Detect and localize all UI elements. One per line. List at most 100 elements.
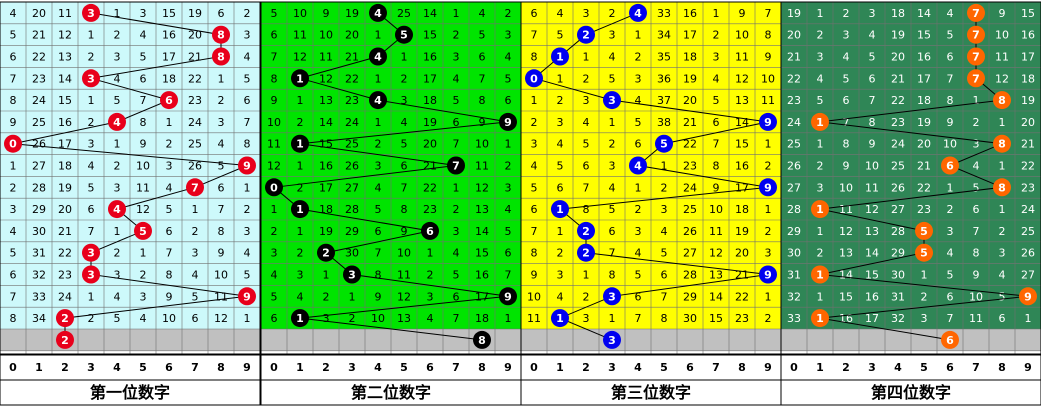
- cell-value: 19: [683, 72, 697, 85]
- cell-value: 3: [140, 290, 147, 303]
- cell-value: 6: [192, 312, 199, 325]
- cell-value: 3: [244, 225, 251, 238]
- digit-label: 3: [348, 361, 356, 374]
- cell-value: 21: [787, 51, 801, 64]
- cell-value: 18: [891, 7, 905, 20]
- cell-value: 1: [557, 72, 564, 85]
- draw-ball: [967, 3, 985, 22]
- cell-value: 20: [1021, 116, 1035, 129]
- cell-value: 8: [947, 94, 954, 107]
- cell-value: 3: [765, 247, 772, 260]
- cell-value: 19: [188, 7, 202, 20]
- cell-value: 8: [531, 51, 538, 64]
- cell-value: 5: [557, 29, 564, 42]
- cell-value: 4: [192, 269, 199, 282]
- cell-value: 3: [713, 51, 720, 64]
- cell-value: 2: [244, 203, 251, 216]
- cell-value: 16: [423, 51, 437, 64]
- cell-value: 20: [787, 29, 801, 42]
- digit-row-bg: [0, 354, 261, 381]
- cell-value: 3: [609, 29, 616, 42]
- cell-value: 6: [453, 116, 460, 129]
- cell-value: 23: [891, 116, 905, 129]
- cell-value: 12: [709, 247, 723, 260]
- cell-value: 2: [88, 312, 95, 325]
- draw-ball-label: 2: [582, 247, 590, 260]
- cell-value: 8: [10, 94, 17, 107]
- cell-value: 2: [843, 7, 850, 20]
- cell-value: 5: [114, 94, 121, 107]
- cell-value: 4: [453, 72, 460, 85]
- draw-ball-label: 1: [296, 312, 304, 325]
- cell-value: 25: [683, 203, 697, 216]
- draw-ball: [551, 200, 569, 219]
- draw-ball-label: 9: [504, 116, 512, 129]
- cell-value: 2: [505, 7, 512, 20]
- cell-value: 29: [32, 203, 46, 216]
- cell-value: 36: [657, 72, 671, 85]
- cell-value: 4: [557, 7, 564, 20]
- cell-value: 7: [218, 203, 225, 216]
- cell-value: 2: [453, 203, 460, 216]
- cell-value: 3: [453, 51, 460, 64]
- trend-line: [12, 12, 248, 340]
- draw-ball: [941, 330, 959, 349]
- cell-value: 1: [218, 72, 225, 85]
- cell-value: 9: [713, 181, 720, 194]
- cell-value: 8: [271, 72, 278, 85]
- cell-value: 25: [1021, 225, 1035, 238]
- draw-ball-label: 1: [556, 51, 564, 64]
- draw-ball: [212, 47, 230, 66]
- cell-value: 23: [1021, 181, 1035, 194]
- draw-ball: [811, 112, 829, 131]
- cell-value: 2: [817, 29, 824, 42]
- section-title: 第四位数字: [871, 383, 951, 402]
- draw-ball-label: 9: [764, 116, 772, 129]
- cell-value: 22: [735, 290, 749, 303]
- cell-value: 1: [531, 94, 538, 107]
- cell-value: 4: [166, 181, 173, 194]
- cell-value: 12: [397, 290, 411, 303]
- cell-value: 15: [839, 290, 853, 303]
- cell-value: 1: [114, 7, 121, 20]
- cell-value: 6: [583, 160, 590, 173]
- cell-value: 1: [817, 290, 824, 303]
- cell-value: 23: [917, 203, 931, 216]
- cell-value: 6: [505, 94, 512, 107]
- cell-value: 3: [453, 225, 460, 238]
- cell-value: 1: [817, 225, 824, 238]
- cell-value: 17: [683, 29, 697, 42]
- cell-value: 4: [583, 116, 590, 129]
- cell-value: 3: [140, 7, 147, 20]
- draw-ball: [212, 25, 230, 44]
- cell-value: 6: [843, 94, 850, 107]
- cell-value: 2: [921, 290, 928, 303]
- cell-value: 4: [10, 225, 17, 238]
- cell-value: 15: [162, 7, 176, 20]
- cell-value: 8: [166, 269, 173, 282]
- cell-value: 5: [401, 138, 408, 151]
- cell-value: 11: [735, 51, 749, 64]
- cell-value: 30: [32, 225, 46, 238]
- cell-value: 9: [531, 269, 538, 282]
- cell-value: 8: [583, 203, 590, 216]
- cell-value: 6: [453, 290, 460, 303]
- cell-value: 7: [375, 247, 382, 260]
- cell-value: 3: [244, 29, 251, 42]
- cell-value: 2: [817, 160, 824, 173]
- draw-ball: [56, 309, 74, 328]
- cell-value: 4: [10, 7, 17, 20]
- cell-value: 19: [58, 181, 72, 194]
- cell-value: 12: [995, 72, 1009, 85]
- cell-value: 4: [635, 247, 642, 260]
- digit-label: 9: [504, 361, 512, 374]
- draw-ball-label: 0: [270, 181, 278, 194]
- cell-value: 4: [114, 290, 121, 303]
- draw-ball-label: 7: [191, 181, 199, 194]
- draw-ball: [759, 178, 777, 197]
- draw-ball: [82, 265, 100, 284]
- cell-value: 9: [739, 7, 746, 20]
- digit-label: 8: [478, 361, 486, 374]
- draw-ball: [291, 69, 309, 88]
